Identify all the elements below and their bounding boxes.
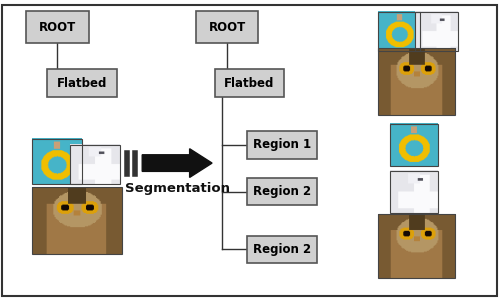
FancyBboxPatch shape [26,11,88,43]
Text: Flatbed: Flatbed [225,76,274,90]
Bar [70,145,120,184]
Bar [378,48,455,115]
Text: Segmentation: Segmentation [125,182,230,195]
FancyBboxPatch shape [196,11,258,43]
Bar [378,12,420,51]
FancyBboxPatch shape [47,69,117,97]
FancyBboxPatch shape [215,69,284,97]
Text: Region 2: Region 2 [253,185,311,198]
Text: ROOT: ROOT [209,21,246,34]
Bar [390,171,438,213]
Text: Flatbed: Flatbed [57,76,107,90]
Bar [32,139,82,184]
FancyBboxPatch shape [247,131,317,159]
Text: Region 2: Region 2 [253,243,311,256]
Text: ROOT: ROOT [39,21,76,34]
FancyBboxPatch shape [247,236,317,263]
Text: Region 1: Region 1 [253,138,311,152]
Bar [390,124,438,166]
Bar [32,187,122,254]
Bar [378,214,455,278]
FancyArrow shape [142,149,212,177]
Bar [415,12,458,51]
FancyBboxPatch shape [247,178,317,205]
